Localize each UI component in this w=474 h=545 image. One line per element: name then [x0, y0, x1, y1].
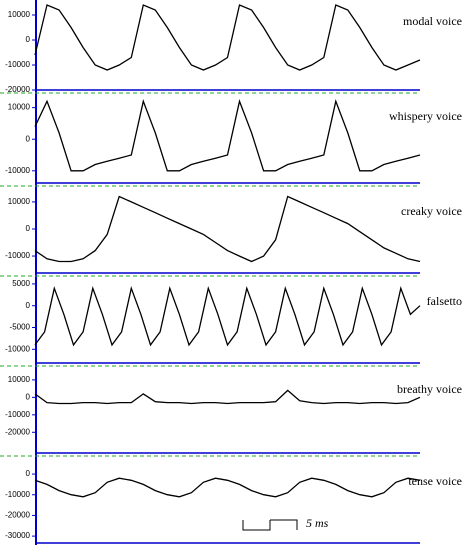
waveform: [34, 477, 421, 498]
scale-label: 5 ms: [306, 516, 329, 530]
panel-label: whispery voice: [389, 109, 462, 123]
y-tick-label: -5000: [10, 323, 31, 332]
y-tick-label: -10000: [5, 251, 30, 260]
y-tick-label: 0: [26, 469, 31, 478]
panel-label: falsetto: [427, 294, 462, 308]
y-tick-label: -10000: [5, 344, 30, 353]
scale-bar: [242, 519, 298, 531]
panel-label: tense voice: [408, 474, 462, 488]
y-tick-label: 10000: [8, 375, 31, 384]
waveform: [34, 4, 421, 71]
y-tick-label: 0: [26, 134, 31, 143]
waveform: [34, 285, 421, 347]
y-tick-label: 10000: [8, 197, 31, 206]
waveform: [34, 99, 421, 172]
y-tick-label: -20000: [5, 427, 30, 436]
y-tick-label: -10000: [5, 166, 30, 175]
waveform: [34, 195, 421, 263]
y-tick-label: 10000: [8, 103, 31, 112]
y-tick-label: 0: [26, 392, 31, 401]
panel-label: breathy voice: [397, 382, 462, 396]
y-tick-label: -10000: [5, 410, 30, 419]
y-tick-label: -10000: [5, 60, 30, 69]
waveform: [34, 389, 421, 405]
y-tick-label: 10000: [8, 10, 31, 19]
y-tick-label: -20000: [5, 511, 30, 520]
y-tick-label: 0: [26, 35, 31, 44]
y-tick-label: -10000: [5, 490, 30, 499]
y-tick-label: -30000: [5, 531, 30, 540]
y-tick-label: 0: [26, 301, 31, 310]
y-tick-label: -20000: [5, 85, 30, 94]
y-tick-label: 5000: [12, 279, 30, 288]
panel-label: creaky voice: [401, 204, 462, 218]
panel-label: modal voice: [403, 14, 462, 28]
y-tick-label: 0: [26, 224, 31, 233]
